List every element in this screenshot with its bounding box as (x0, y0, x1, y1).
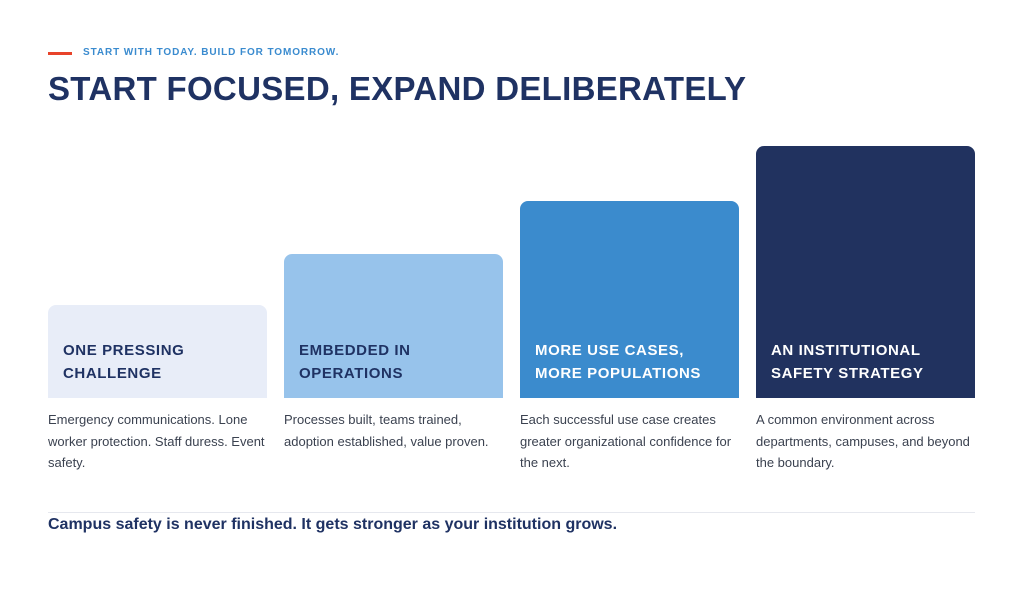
step-label-3: MORE USE CASES, MORE POPULATIONS (535, 342, 701, 382)
step-block-1: ONE PRESSING CHALLENGE (48, 305, 267, 398)
step-label-4: AN INSTITUTIONAL SAFETY STRATEGY (771, 342, 924, 382)
step-block-4: AN INSTITUTIONAL SAFETY STRATEGY (756, 146, 975, 398)
footer-statement: Campus safety is never finished. It gets… (48, 516, 618, 533)
step-block-3: MORE USE CASES, MORE POPULATIONS (520, 201, 739, 398)
step-label-1: ONE PRESSING CHALLENGE (63, 342, 185, 382)
step-description-3: Each successful use case creates greater… (520, 412, 732, 470)
step-description-4: A common environment across departments,… (756, 412, 970, 470)
eyebrow-text: START WITH TODAY. BUILD FOR TOMORROW. (83, 47, 340, 58)
page-title: START FOCUSED, EXPAND DELIBERATELY (48, 70, 747, 107)
eyebrow-accent-bar (48, 52, 72, 55)
step-label-2: EMBEDDED IN OPERATIONS (299, 342, 411, 382)
footer-divider (48, 512, 975, 513)
step-block-2: EMBEDDED IN OPERATIONS (284, 254, 503, 398)
step-description-2: Processes built, teams trained, adoption… (284, 412, 489, 449)
step-description-1: Emergency communications. Lone worker pr… (48, 412, 265, 470)
